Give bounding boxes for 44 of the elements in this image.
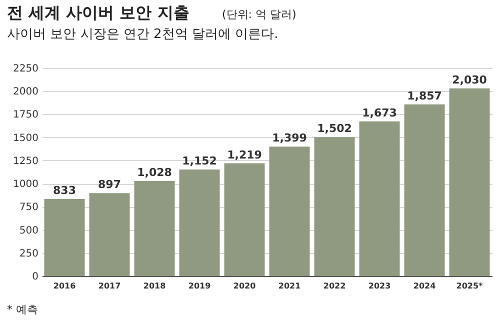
x-tick-label: 2020 [233,282,256,290]
data-label: 2,030 [452,73,488,86]
y-tick-label: 1000 [13,179,38,190]
x-tick-label: 2019 [188,282,212,290]
data-label: 1,152 [182,154,217,168]
y-tick-label: 1500 [13,132,38,144]
bar [404,104,445,276]
y-tick-label: 1750 [13,110,38,121]
bar [224,163,265,276]
x-tick-label: 2017 [98,282,121,290]
y-tick-label: 2250 [13,64,38,74]
text: * 예측 [7,303,38,316]
data-label: 1,502 [317,122,352,136]
y-tick-label: 750 [19,202,38,214]
y-tick-label: 1250 [13,156,38,167]
y-tick-label: 0 [32,272,38,282]
text: (단위: 억 달러) [222,8,296,21]
y-tick-label: 500 [19,225,38,236]
y-tick-label: 250 [19,248,38,260]
bar [359,121,400,276]
bar [269,146,310,276]
chart-title: 전 세계 사이버 보안 지출 [7,3,190,22]
bar [134,180,175,276]
data-label: 833 [53,184,76,197]
data-label: 897 [98,178,121,192]
bar [179,170,220,276]
data-label: 1,857 [407,89,442,102]
bar [89,193,130,276]
x-tick-label: 2025* [456,282,484,290]
x-tick-label: 2022 [323,282,346,290]
x-tick-label: 2023 [368,282,391,290]
x-tick-label: 2024 [413,282,436,290]
data-label: 1,219 [227,148,262,162]
data-label: 1,399 [272,132,307,145]
y-tick-label: 2000 [13,86,38,98]
x-tick-label: 2018 [143,282,166,290]
bar [449,88,490,276]
bar [44,198,85,276]
x-tick-label: 2021 [278,282,302,290]
data-label: 1,028 [137,166,172,179]
bar [314,137,355,276]
chart-subtitle: 사이버 보안 시장은 연간 2천억 달러에 이른다. [7,27,278,42]
x-tick-label: 2016 [53,282,76,290]
data-label: 1,673 [362,106,397,120]
